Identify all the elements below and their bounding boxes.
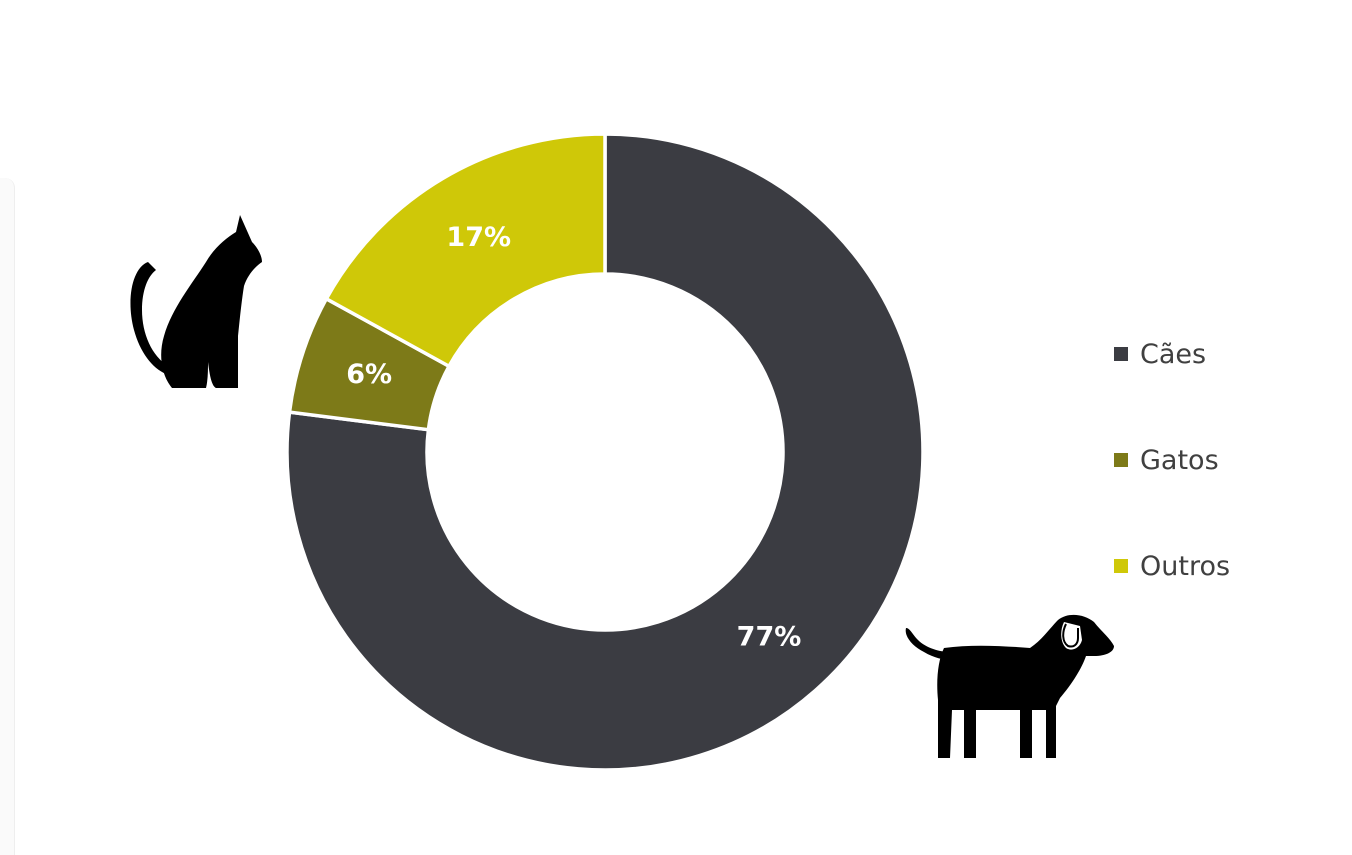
cat-icon	[130, 215, 262, 388]
donut-slices	[285, 132, 925, 772]
legend-item-outros: Outros	[1114, 548, 1230, 584]
slice-label-outros: 17%	[446, 222, 511, 253]
legend-label-gatos: Gatos	[1140, 444, 1219, 476]
slice-caes	[285, 132, 925, 772]
legend-label-caes: Cães	[1140, 338, 1207, 370]
legend-swatch-caes	[1114, 347, 1128, 361]
slice-label-caes: 77%	[737, 622, 802, 653]
slice-label-gatos: 6%	[346, 359, 392, 390]
dog-icon	[905, 614, 1114, 758]
legend: Cães Gatos Outros	[1114, 336, 1230, 654]
legend-swatch-outros	[1114, 559, 1128, 573]
legend-item-caes: Cães	[1114, 336, 1230, 372]
legend-swatch-gatos	[1114, 453, 1128, 467]
left-panel-edge	[0, 178, 15, 855]
legend-label-outros: Outros	[1140, 550, 1231, 582]
slice-labels: 77% 6% 17%	[346, 222, 801, 652]
slice-outros	[323, 132, 607, 369]
legend-item-gatos: Gatos	[1114, 442, 1230, 478]
